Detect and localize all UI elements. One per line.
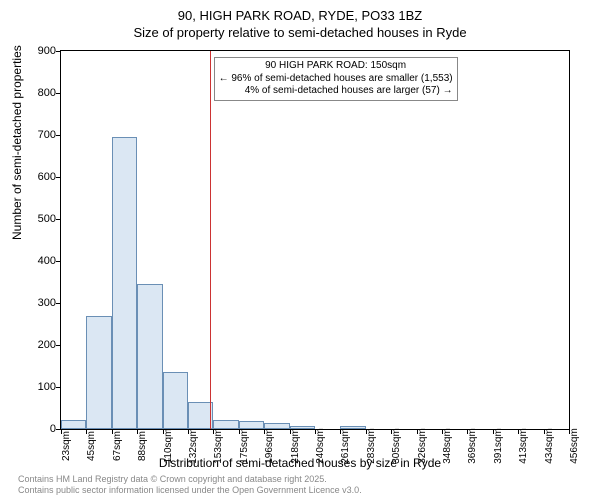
y-tick-label: 700	[21, 129, 56, 141]
y-tick-mark	[56, 135, 61, 136]
x-tick-mark	[442, 429, 443, 434]
x-tick-mark	[544, 429, 545, 434]
y-tick-label: 0	[21, 423, 56, 435]
x-tick-mark	[163, 429, 164, 434]
x-tick-mark	[417, 429, 418, 434]
y-tick-mark	[56, 345, 61, 346]
plot-area: 010020030040050060070080090023sqm45sqm67…	[60, 50, 570, 430]
y-tick-label: 600	[21, 171, 56, 183]
y-tick-mark	[56, 387, 61, 388]
y-tick-label: 400	[21, 255, 56, 267]
x-tick-mark	[315, 429, 316, 434]
annotation-line: 90 HIGH PARK ROAD: 150sqm	[219, 60, 453, 73]
y-tick-label: 900	[21, 45, 56, 57]
y-axis-label: Number of semi-detached properties	[10, 45, 24, 240]
x-tick-mark	[137, 429, 138, 434]
histogram-bar	[163, 372, 188, 429]
chart-title-line2: Size of property relative to semi-detach…	[0, 25, 600, 42]
x-tick-mark	[340, 429, 341, 434]
annotation-line: 4% of semi-detached houses are larger (5…	[219, 85, 453, 98]
y-tick-mark	[56, 261, 61, 262]
histogram-bar	[137, 284, 162, 429]
x-tick-mark	[518, 429, 519, 434]
x-tick-mark	[391, 429, 392, 434]
x-tick-mark	[188, 429, 189, 434]
x-tick-mark	[366, 429, 367, 434]
x-tick-mark	[264, 429, 265, 434]
x-tick-mark	[290, 429, 291, 434]
x-tick-mark	[569, 429, 570, 434]
x-tick-mark	[112, 429, 113, 434]
y-tick-mark	[56, 219, 61, 220]
y-tick-mark	[56, 51, 61, 52]
histogram-bar	[112, 137, 137, 429]
y-tick-mark	[56, 303, 61, 304]
y-tick-label: 300	[21, 297, 56, 309]
chart-title-line1: 90, HIGH PARK ROAD, RYDE, PO33 1BZ	[0, 8, 600, 25]
histogram-bar	[86, 316, 111, 429]
histogram-bar	[239, 421, 264, 429]
x-tick-mark	[86, 429, 87, 434]
histogram-bar	[61, 420, 86, 429]
y-tick-label: 500	[21, 213, 56, 225]
marker-line	[210, 51, 211, 429]
histogram-bar	[264, 423, 289, 429]
y-tick-mark	[56, 93, 61, 94]
y-tick-label: 100	[21, 381, 56, 393]
x-axis-label: Distribution of semi-detached houses by …	[0, 456, 600, 470]
histogram-bar	[340, 426, 365, 429]
footer-attribution: Contains HM Land Registry data © Crown c…	[18, 474, 362, 496]
y-tick-mark	[56, 177, 61, 178]
x-tick-mark	[61, 429, 62, 434]
histogram-bar	[213, 420, 238, 429]
chart-title-block: 90, HIGH PARK ROAD, RYDE, PO33 1BZ Size …	[0, 0, 600, 42]
x-tick-mark	[239, 429, 240, 434]
x-tick-mark	[493, 429, 494, 434]
footer-line1: Contains HM Land Registry data © Crown c…	[18, 474, 362, 485]
histogram-bar	[290, 426, 315, 429]
x-tick-mark	[213, 429, 214, 434]
x-tick-mark	[467, 429, 468, 434]
footer-line2: Contains public sector information licen…	[18, 485, 362, 496]
y-tick-label: 200	[21, 339, 56, 351]
chart-container: 90, HIGH PARK ROAD, RYDE, PO33 1BZ Size …	[0, 0, 600, 500]
annotation-line: ← 96% of semi-detached houses are smalle…	[219, 73, 453, 86]
y-tick-label: 800	[21, 87, 56, 99]
marker-annotation: 90 HIGH PARK ROAD: 150sqm← 96% of semi-d…	[214, 57, 458, 101]
